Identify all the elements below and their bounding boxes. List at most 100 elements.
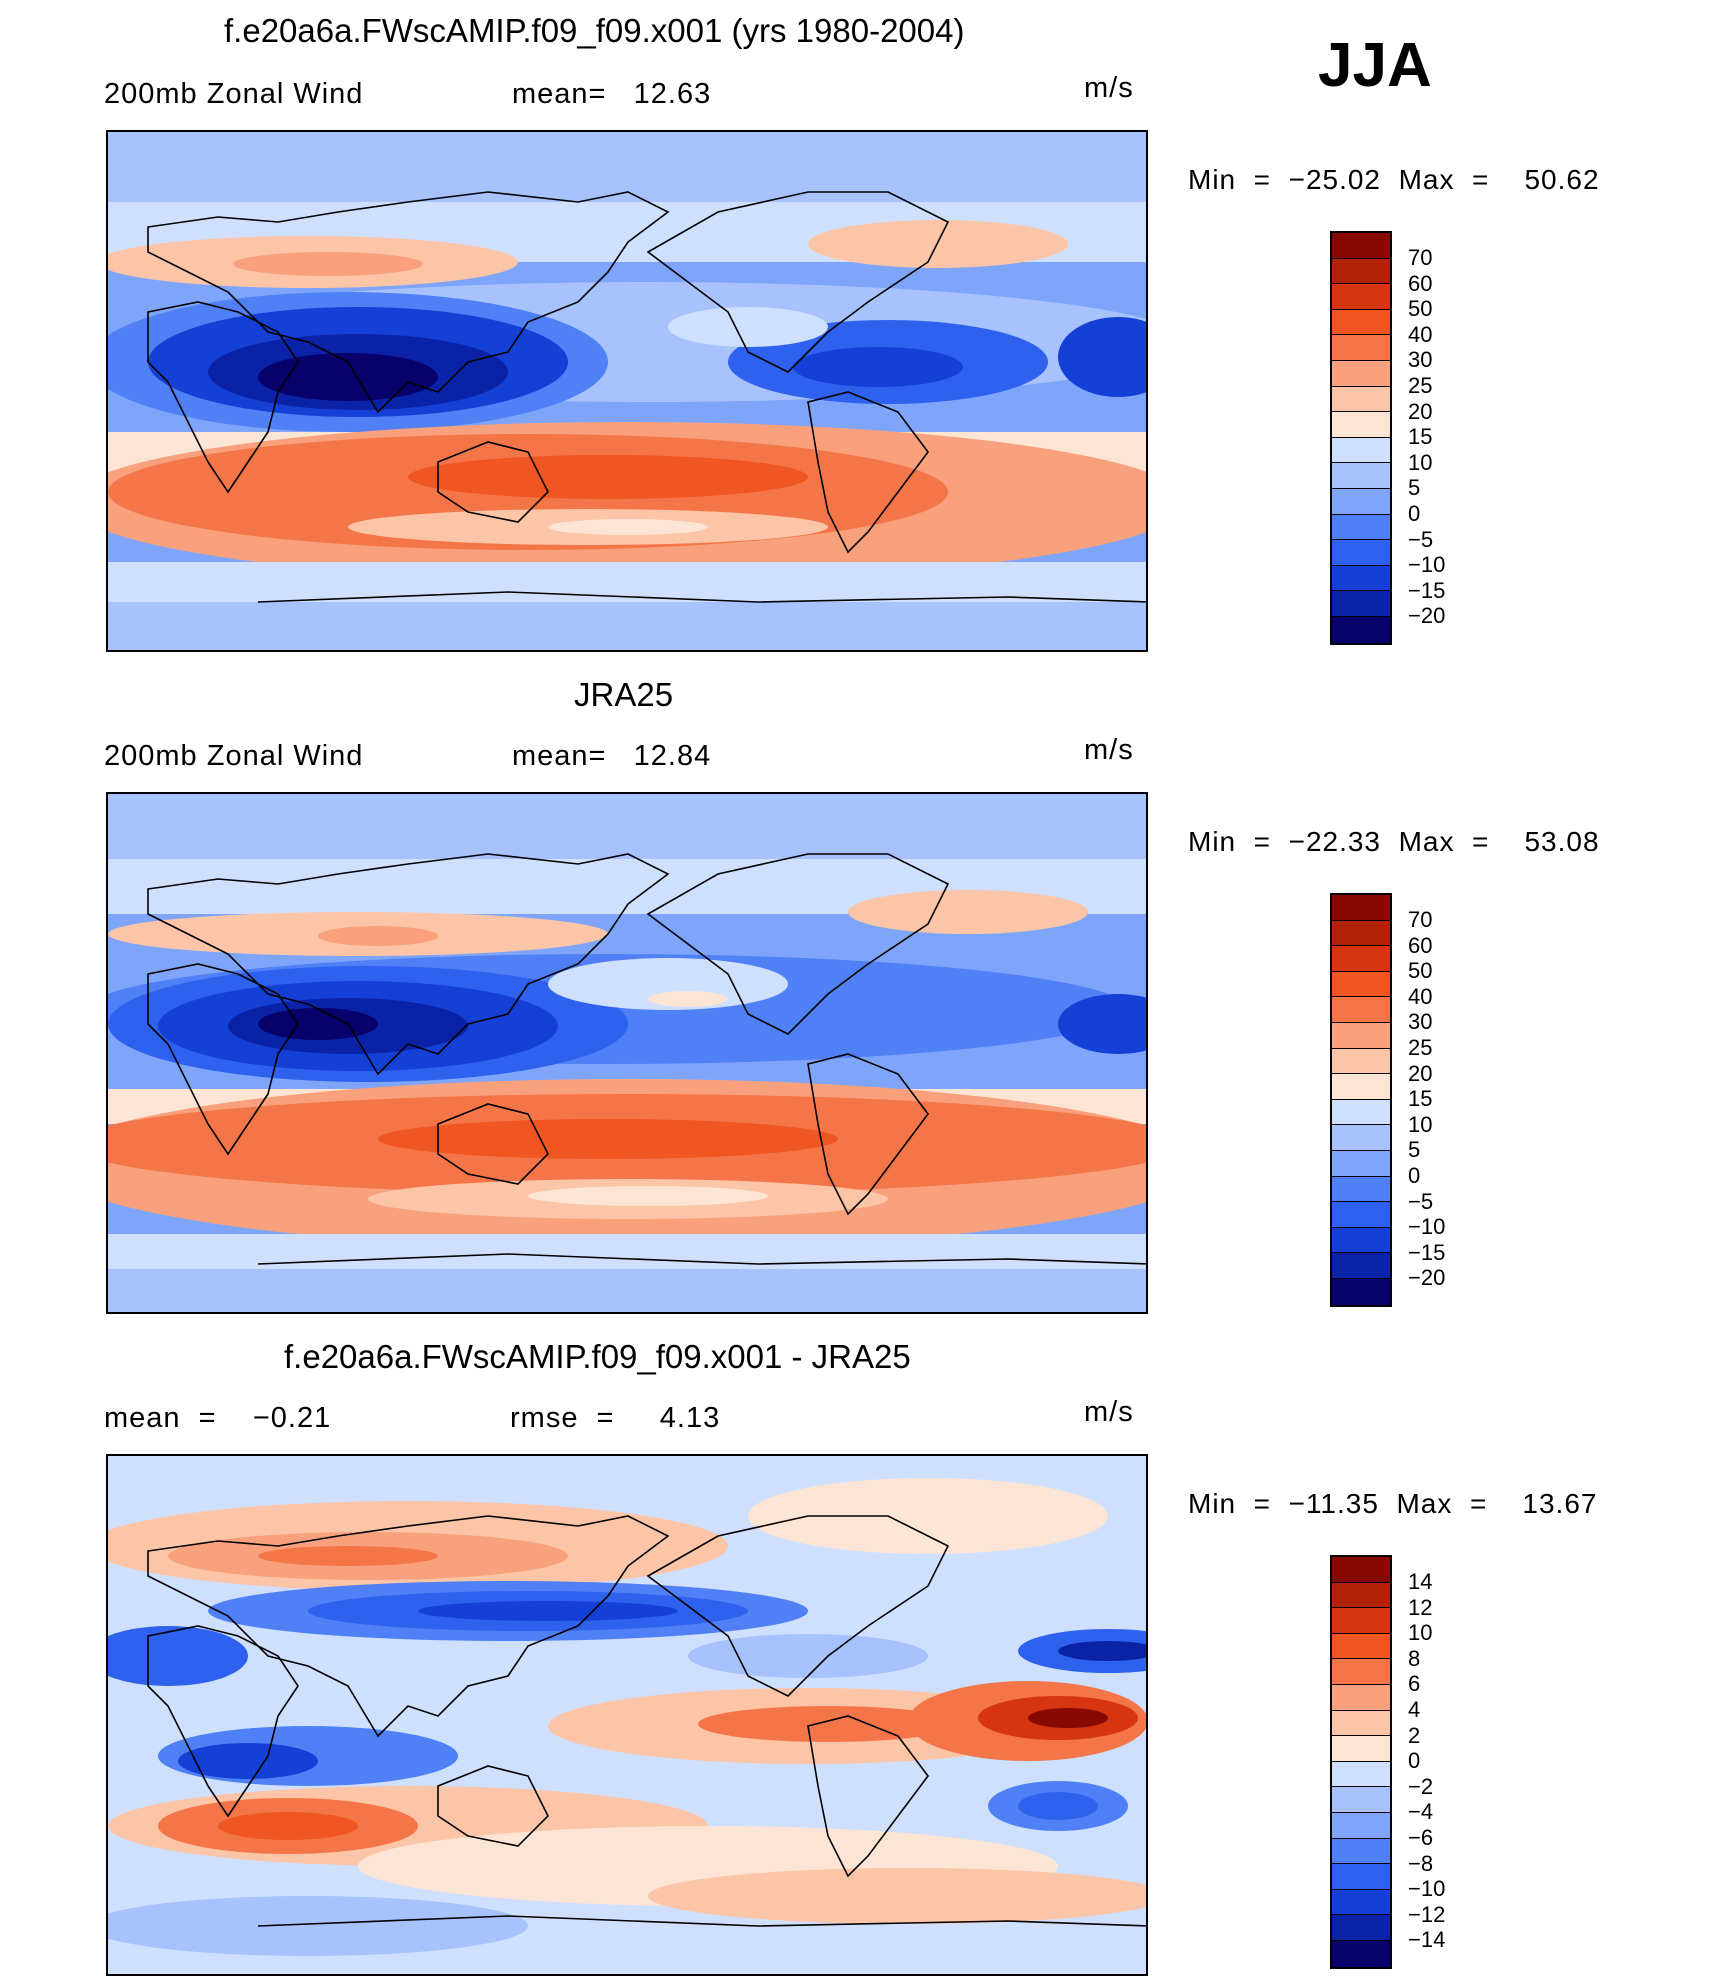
tick: 30 [1408, 1009, 1433, 1035]
swatch [1332, 437, 1390, 464]
panel-2-coastlines [147, 853, 1146, 1265]
tick: −5 [1408, 1188, 1434, 1214]
tick: 70 [1408, 907, 1433, 932]
tick: 0 [1408, 1163, 1421, 1188]
tick: 5 [1408, 1137, 1421, 1163]
panel-2-map [106, 792, 1148, 1314]
swatch [1332, 1940, 1390, 1967]
panel-3-coastlines [147, 1515, 1146, 1927]
swatch [1332, 1074, 1390, 1100]
swatch [1332, 997, 1390, 1023]
swatch [1332, 1736, 1390, 1762]
swatch [1332, 233, 1390, 259]
tick: 70 [1408, 245, 1433, 270]
swatch [1332, 616, 1390, 643]
tick: 50 [1408, 296, 1433, 322]
panel-1-units: m/s [1084, 72, 1134, 104]
swatch [1332, 360, 1390, 387]
swatch [1332, 1761, 1390, 1788]
swatch [1332, 1048, 1390, 1075]
panel-3-field [108, 1456, 1146, 1974]
panel-1-colorbar [1330, 231, 1392, 645]
tick: 50 [1408, 958, 1433, 984]
tick: 8 [1408, 1645, 1421, 1671]
panel-1-mean: mean= 12.63 [512, 78, 712, 110]
panel-3-colorbar [1330, 1555, 1392, 1969]
swatch [1332, 463, 1390, 489]
tick: 15 [1408, 424, 1433, 450]
swatch [1332, 1812, 1390, 1839]
panel-1-field [108, 132, 1146, 650]
panel-3-min-max: Min = −11.35 Max = 13.67 [1188, 1488, 1598, 1519]
tick: 30 [1408, 347, 1433, 373]
panel-3-units: m/s [1084, 1396, 1134, 1428]
panel-2-title: JRA25 [574, 676, 674, 713]
tick: −4 [1408, 1799, 1434, 1825]
tick: 40 [1408, 321, 1433, 347]
swatch [1332, 1557, 1390, 1583]
tick: −20 [1408, 1265, 1446, 1291]
swatch [1332, 1022, 1390, 1049]
swatch [1332, 335, 1390, 361]
swatch [1332, 1278, 1390, 1305]
swatch [1332, 1710, 1390, 1737]
tick: 40 [1408, 983, 1433, 1009]
tick: 25 [1408, 373, 1433, 398]
swatch [1332, 920, 1390, 947]
season-label: JJA [1318, 31, 1432, 100]
panel-1-min-max: Min = −25.02 Max = 50.62 [1188, 164, 1600, 195]
swatch [1332, 1838, 1390, 1865]
swatch [1332, 1633, 1390, 1660]
tick: −5 [1408, 526, 1434, 552]
tick: 12 [1408, 1594, 1433, 1620]
tick: −12 [1408, 1901, 1446, 1927]
swatch [1332, 895, 1390, 921]
swatch [1332, 1150, 1390, 1177]
swatch [1332, 1684, 1390, 1711]
swatch [1332, 1659, 1390, 1685]
swatch [1332, 1176, 1390, 1203]
tick: 14 [1408, 1569, 1433, 1594]
tick: 60 [1408, 270, 1433, 296]
tick: −10 [1408, 1214, 1446, 1240]
panel-3-map [106, 1454, 1148, 1976]
tick: 25 [1408, 1035, 1433, 1060]
swatch [1332, 565, 1390, 592]
swatch [1332, 1253, 1390, 1279]
tick: 10 [1408, 449, 1433, 475]
swatch [1332, 386, 1390, 413]
swatch [1332, 258, 1390, 285]
panel-2-min-max: Min = −22.33 Max = 53.08 [1188, 826, 1600, 857]
tick: −20 [1408, 603, 1446, 629]
panel-2-field [108, 794, 1146, 1312]
panel-3-rmse: rmse = 4.13 [510, 1402, 721, 1434]
panel-3-title: f.e20a6a.FWscAMIP.f09_f09.x001 - JRA25 [284, 1338, 911, 1375]
swatch [1332, 946, 1390, 972]
swatch [1332, 1582, 1390, 1609]
swatch [1332, 1864, 1390, 1890]
tick: 5 [1408, 475, 1421, 501]
tick: −10 [1408, 552, 1446, 578]
panel-3-mean: mean = −0.21 [104, 1402, 332, 1434]
panel-1-variable: 200mb Zonal Wind [104, 78, 364, 110]
swatch [1332, 1125, 1390, 1151]
swatch [1332, 971, 1390, 998]
tick: 0 [1408, 501, 1421, 526]
tick: 60 [1408, 932, 1433, 958]
tick: 10 [1408, 1111, 1433, 1137]
swatch [1332, 1608, 1390, 1634]
tick: −2 [1408, 1773, 1434, 1799]
panel-2-units: m/s [1084, 734, 1134, 766]
swatch [1332, 412, 1390, 438]
swatch [1332, 591, 1390, 617]
tick: 6 [1408, 1671, 1421, 1697]
tick: 0 [1408, 1748, 1421, 1774]
swatch [1332, 488, 1390, 515]
panel-1-map [106, 130, 1148, 652]
swatch [1332, 309, 1390, 336]
tick: −15 [1408, 1239, 1446, 1265]
tick: −8 [1408, 1850, 1434, 1876]
swatch [1332, 1915, 1390, 1941]
swatch [1332, 284, 1390, 310]
swatch [1332, 540, 1390, 566]
